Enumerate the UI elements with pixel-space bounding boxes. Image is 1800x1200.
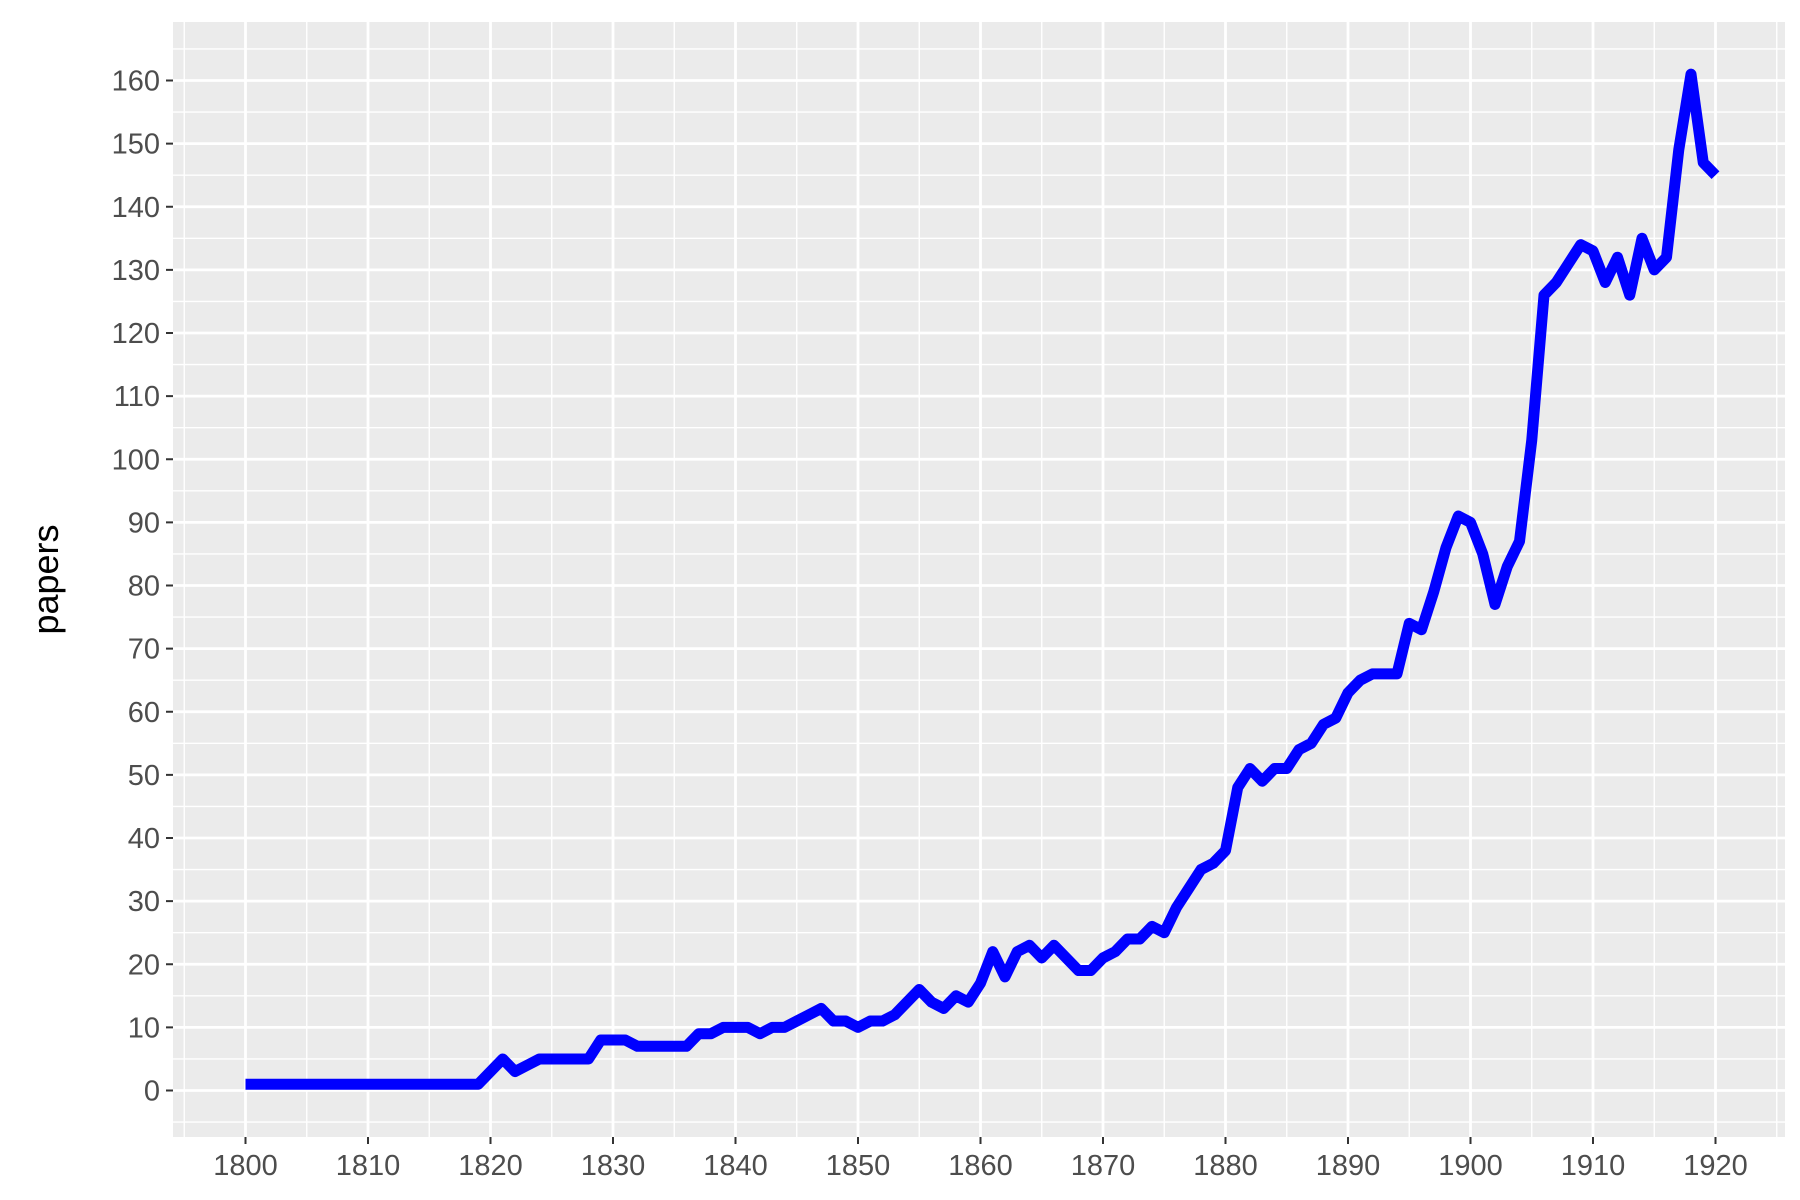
x-tick-label: 1830 (581, 1150, 646, 1182)
x-tick-label: 1890 (1316, 1150, 1381, 1182)
x-tick-label: 1820 (458, 1150, 523, 1182)
x-tick-label: 1860 (948, 1150, 1013, 1182)
x-tick-label: 1870 (1071, 1150, 1136, 1182)
x-tick-label: 1900 (1438, 1150, 1503, 1182)
y-tick-label: 60 (128, 697, 160, 729)
y-tick-label: 40 (128, 823, 160, 855)
plot-panel (173, 22, 1785, 1137)
y-tick-label: 0 (144, 1076, 160, 1108)
y-tick-label: 150 (112, 129, 160, 161)
y-tick-label: 30 (128, 886, 160, 918)
x-tick-label: 1810 (336, 1150, 401, 1182)
x-tick-label: 1840 (703, 1150, 768, 1182)
x-tick-label: 1850 (826, 1150, 891, 1182)
y-tick-label: 140 (112, 192, 160, 224)
series-line (245, 68, 1720, 1090)
major-gridlines (173, 22, 1785, 1137)
y-axis-title: papers (25, 524, 66, 634)
y-tick-label: 80 (128, 571, 160, 603)
y-tick-label: 110 (114, 381, 160, 413)
y-tick-label: 100 (112, 444, 160, 476)
y-tick-label: 10 (128, 1012, 160, 1044)
y-tick-label: 160 (112, 66, 160, 98)
y-tick-label: 130 (112, 255, 160, 287)
x-axis: 1800 1810 1820 1830 1840 1850 1860 1870 1880 1890… (213, 1137, 1748, 1182)
y-tick-label: 120 (112, 318, 160, 350)
y-tick-label: 70 (128, 634, 160, 666)
x-tick-label: 1800 (213, 1150, 278, 1182)
x-tick-label: 1920 (1683, 1150, 1748, 1182)
y-tick-label: 90 (128, 507, 160, 539)
x-tick-label: 1910 (1561, 1150, 1626, 1182)
x-tick-label: 1880 (1193, 1150, 1258, 1182)
y-tick-label: 20 (128, 949, 160, 981)
y-tick-label: 50 (128, 760, 160, 792)
y-axis: 0 10 20 30 40 50 60 70 80 90 100 110 120 130 140 150 160 (112, 66, 173, 1108)
